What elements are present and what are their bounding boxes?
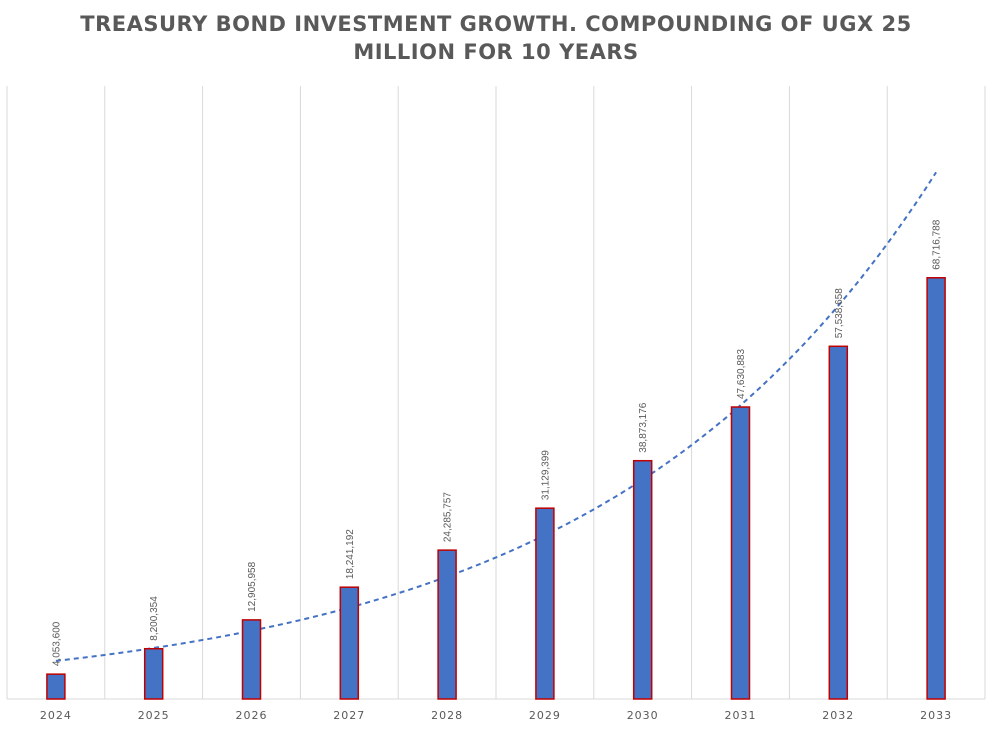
chart-title: TREASURY BOND INVESTMENT GROWTH. COMPOUN…: [0, 10, 992, 66]
x-tick-2031: 2031: [725, 709, 757, 722]
exponential-trendline: [55, 171, 937, 662]
data-label-2028: 24,285,757: [443, 492, 454, 542]
bar-2030: [632, 459, 653, 700]
x-tick-labels-group: 2024 2025 2026 2027 2028 2029 2030 2031 2032 2033: [40, 709, 952, 722]
bar-2031: [730, 406, 751, 700]
data-label-2033: 68,716,788: [932, 219, 943, 269]
data-labels-group: 4,053,600 8,200,354 12,905,958 18,241,192 24…: [51, 219, 942, 666]
chart-title-line-1: TREASURY BOND INVESTMENT GROWTH. COMPOUN…: [80, 12, 912, 36]
x-tick-2027: 2027: [333, 709, 365, 722]
chart-title-line-2: MILLION FOR 10 YEARS: [353, 40, 639, 64]
x-tick-2030: 2030: [627, 709, 659, 722]
data-label-2031: 47,630,883: [736, 349, 747, 399]
data-label-2026: 12,905,958: [247, 561, 258, 611]
x-tick-2033: 2033: [920, 709, 952, 722]
data-label-2027: 18,241,192: [345, 529, 356, 579]
bar-2027: [339, 586, 360, 700]
x-tick-2032: 2032: [822, 709, 854, 722]
bar-2024: [46, 673, 66, 700]
data-label-2024: 4,053,600: [51, 621, 62, 666]
x-tick-2024: 2024: [40, 709, 72, 722]
bar-2032: [828, 345, 849, 700]
bars-group: [46, 277, 946, 700]
x-tick-2029: 2029: [529, 709, 561, 722]
data-label-2030: 38,873,176: [638, 402, 649, 452]
x-tick-2026: 2026: [236, 709, 268, 722]
bar-2028: [437, 549, 457, 700]
data-label-2025: 8,200,354: [149, 596, 160, 641]
trendline-group: [55, 171, 937, 662]
gridlines: [6, 86, 986, 700]
bar-2025: [143, 647, 164, 700]
data-label-2032: 57,538,658: [834, 288, 845, 338]
x-tick-2028: 2028: [431, 709, 463, 722]
bar-2026: [241, 619, 262, 700]
x-tick-2025: 2025: [138, 709, 170, 722]
data-label-2029: 31,129,399: [540, 450, 551, 500]
bar-2029: [535, 507, 555, 700]
bar-2033: [926, 277, 946, 700]
